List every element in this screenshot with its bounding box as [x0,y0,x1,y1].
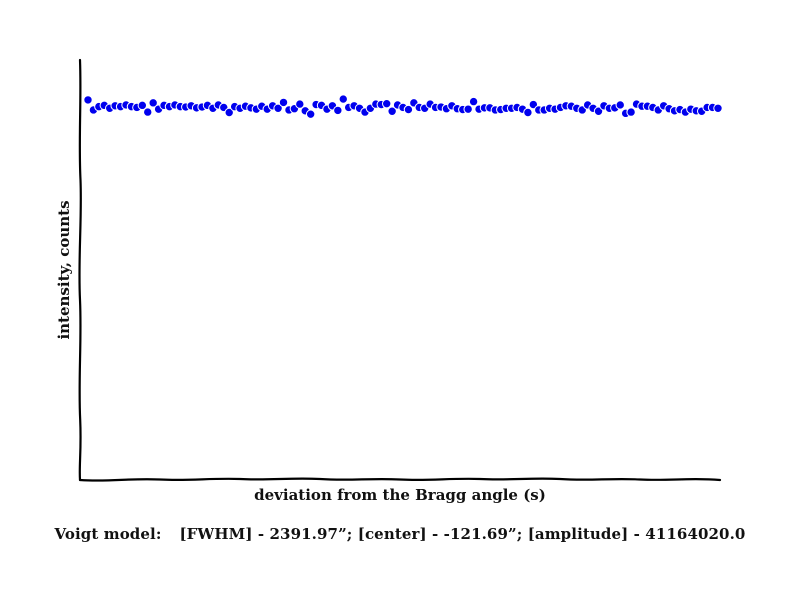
axes [78,58,722,482]
data-point [83,95,93,105]
data-point [523,107,533,118]
data-point [333,105,343,116]
data-point [224,107,234,118]
data-point [626,107,636,117]
data-point [528,99,539,110]
x-axis-line [78,477,722,482]
data-point [593,106,604,116]
data-point [143,107,153,117]
data-point [137,100,148,111]
data-points [83,94,723,119]
data-point [382,98,392,109]
data-point [338,94,348,104]
y-axis-line [78,58,82,482]
data-point [305,109,316,119]
data-point [387,106,397,116]
data-point [468,96,479,107]
data-point [273,103,283,114]
data-point [463,104,473,114]
data-point [615,100,625,110]
data-point [713,103,723,114]
data-point [148,98,158,108]
data-point [295,99,305,109]
y-axis-label: intensity, counts [55,200,73,340]
data-point [278,97,289,108]
x-axis-label: deviation from the Bragg angle (s) [254,486,546,504]
model-name: Voigt model: [54,525,162,543]
fit-caption: Voigt model: [FWHM] - 2391.97”; [center] … [0,525,800,543]
data-point [403,104,414,115]
fit-parameters: [FWHM] - 2391.97”; [center] - -121.69”; … [179,525,746,543]
